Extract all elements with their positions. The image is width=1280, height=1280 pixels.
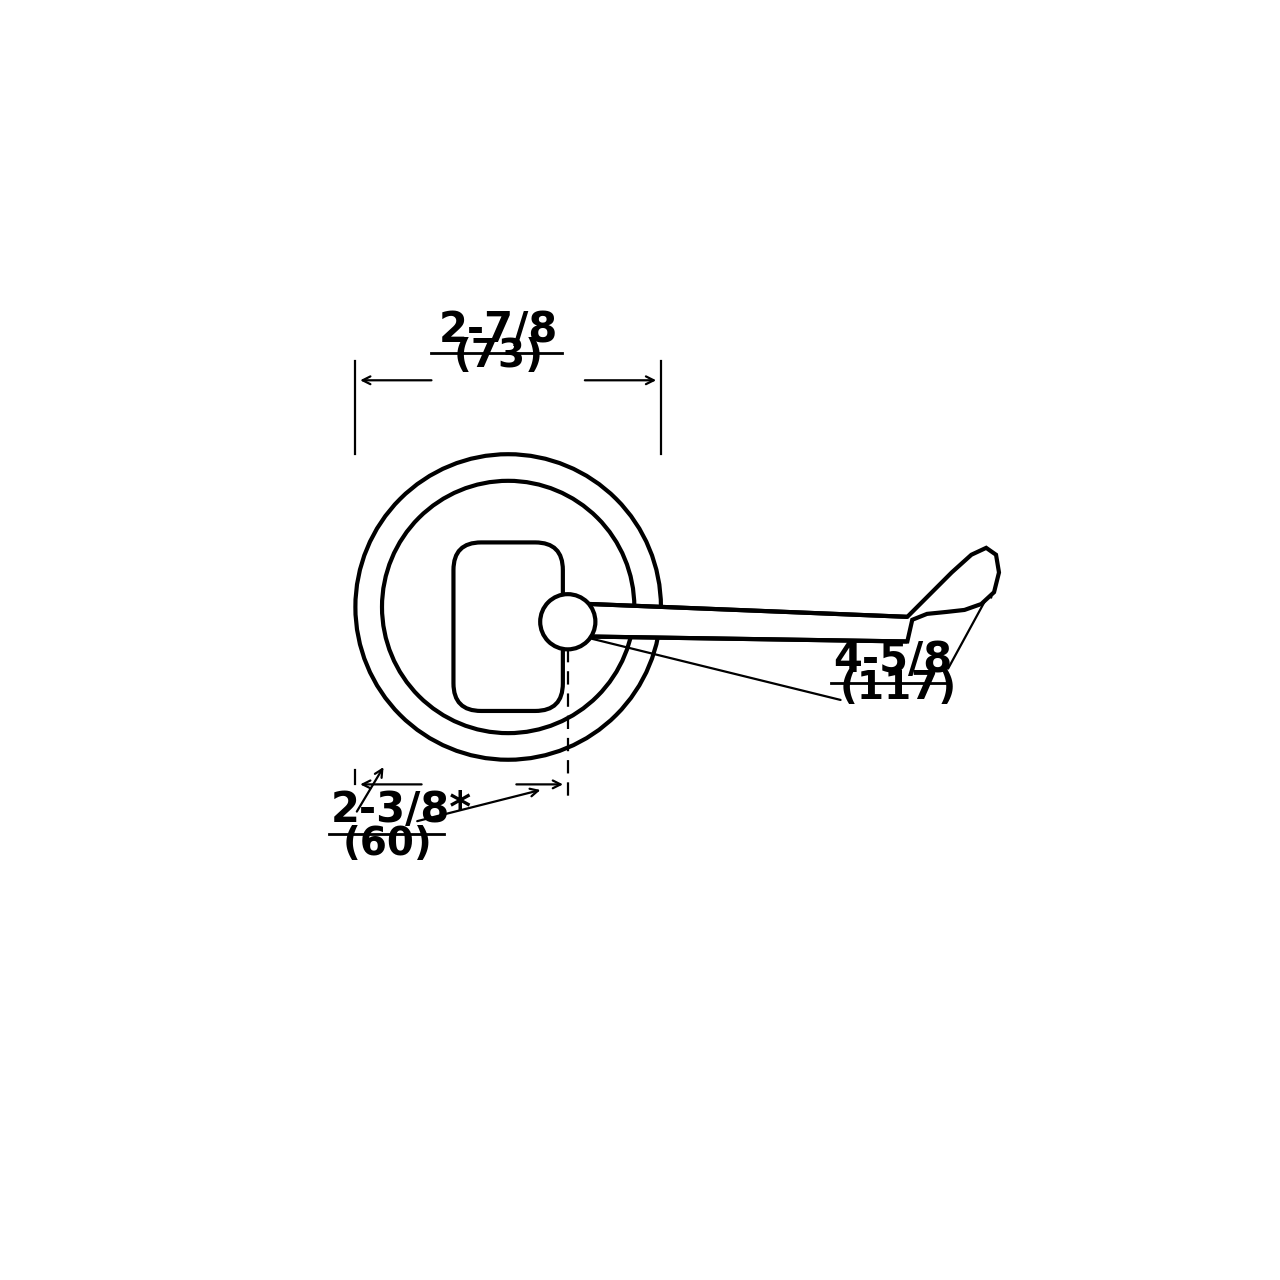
Circle shape bbox=[540, 594, 595, 649]
Text: 2-3/8*: 2-3/8* bbox=[330, 788, 472, 831]
Text: (60): (60) bbox=[343, 826, 433, 863]
FancyBboxPatch shape bbox=[453, 543, 563, 710]
Polygon shape bbox=[590, 548, 998, 641]
Text: 2-7/8: 2-7/8 bbox=[439, 308, 558, 351]
Text: (117): (117) bbox=[840, 668, 956, 707]
Text: (73): (73) bbox=[453, 338, 543, 375]
Text: 4-5/8: 4-5/8 bbox=[833, 639, 952, 681]
